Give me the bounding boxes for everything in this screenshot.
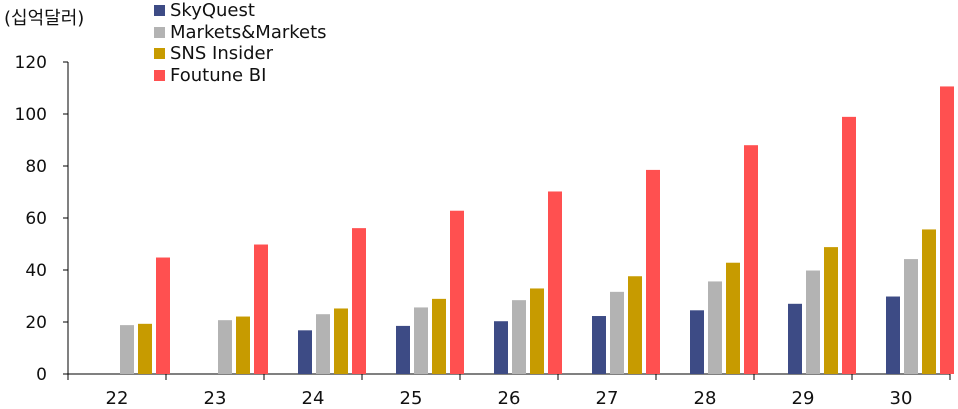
bar-foutune-bi-30 bbox=[940, 86, 954, 374]
legend-item-markets-and-markets: Markets&Markets bbox=[154, 22, 327, 44]
x-tick-label-23: 23 bbox=[204, 388, 227, 409]
bar-sns-insider-28 bbox=[726, 262, 740, 374]
bar-sns-insider-24 bbox=[334, 308, 348, 374]
bar-markets-and-markets-24 bbox=[316, 314, 330, 374]
bar-sns-insider-29 bbox=[824, 247, 838, 374]
legend-swatch-markets-and-markets bbox=[154, 26, 165, 38]
bar-markets-and-markets-29 bbox=[806, 270, 820, 374]
bar-foutune-bi-28 bbox=[744, 145, 758, 374]
bar-skyquest-29 bbox=[788, 303, 802, 374]
y-tick-label-0: 0 bbox=[36, 365, 47, 385]
bar-markets-and-markets-25 bbox=[414, 307, 428, 374]
legend-swatch-skyquest bbox=[154, 5, 165, 17]
y-tick-label-80: 80 bbox=[25, 157, 47, 177]
bar-skyquest-24 bbox=[298, 330, 312, 374]
legend-label-skyquest: SkyQuest bbox=[170, 0, 255, 22]
bar-markets-and-markets-22 bbox=[120, 325, 134, 374]
bar-sns-insider-30 bbox=[922, 229, 936, 374]
bar-markets-and-markets-26 bbox=[512, 300, 526, 374]
x-tick-label-25: 25 bbox=[400, 388, 423, 409]
legend: SkyQuest Markets&Markets SNS Insider Fou… bbox=[154, 0, 327, 86]
x-tick-label-30: 30 bbox=[890, 388, 913, 409]
y-axis-unit-label: (십억달러) bbox=[4, 8, 85, 29]
bar-skyquest-28 bbox=[690, 310, 704, 374]
bar-foutune-bi-26 bbox=[548, 191, 562, 374]
x-tick-label-27: 27 bbox=[596, 388, 619, 409]
bar-skyquest-30 bbox=[886, 296, 900, 374]
y-tick-label-120: 120 bbox=[15, 53, 47, 73]
bar-foutune-bi-25 bbox=[450, 210, 464, 374]
legend-swatch-sns-insider bbox=[154, 48, 165, 60]
bar-markets-and-markets-30 bbox=[904, 259, 918, 374]
bar-skyquest-26 bbox=[494, 321, 508, 374]
bar-sns-insider-27 bbox=[628, 276, 642, 374]
legend-item-sns-insider: SNS Insider bbox=[154, 43, 327, 65]
bar-foutune-bi-24 bbox=[352, 228, 366, 374]
y-tick-label-100: 100 bbox=[15, 105, 47, 125]
bar-skyquest-27 bbox=[592, 316, 606, 374]
x-tick-label-28: 28 bbox=[694, 388, 717, 409]
legend-label-markets-and-markets: Markets&Markets bbox=[170, 21, 327, 43]
bar-foutune-bi-29 bbox=[842, 116, 856, 375]
bar-sns-insider-26 bbox=[530, 288, 544, 374]
legend-item-foutune-bi: Foutune BI bbox=[154, 65, 327, 87]
bar-markets-and-markets-27 bbox=[610, 291, 624, 374]
x-tick-label-24: 24 bbox=[302, 388, 325, 409]
bar-markets-and-markets-28 bbox=[708, 281, 722, 374]
bar-foutune-bi-23 bbox=[254, 244, 268, 374]
legend-label-sns-insider: SNS Insider bbox=[170, 43, 274, 65]
legend-item-skyquest: SkyQuest bbox=[154, 0, 327, 22]
y-tick-label-40: 40 bbox=[25, 261, 47, 281]
legend-swatch-foutune-bi bbox=[154, 69, 165, 81]
bar-foutune-bi-22 bbox=[156, 257, 170, 374]
bar-sns-insider-25 bbox=[432, 298, 446, 374]
bar-skyquest-25 bbox=[396, 325, 410, 374]
bar-sns-insider-22 bbox=[138, 323, 152, 374]
x-tick-label-26: 26 bbox=[498, 388, 521, 409]
bar-foutune-bi-27 bbox=[646, 169, 660, 374]
bar-sns-insider-23 bbox=[236, 316, 250, 374]
x-tick-label-22: 22 bbox=[106, 388, 129, 409]
y-tick-label-60: 60 bbox=[25, 209, 47, 229]
legend-label-foutune-bi: Foutune BI bbox=[170, 64, 267, 86]
x-tick-label-29: 29 bbox=[792, 388, 815, 409]
y-tick-label-20: 20 bbox=[25, 313, 47, 333]
bar-markets-and-markets-23 bbox=[218, 320, 232, 374]
